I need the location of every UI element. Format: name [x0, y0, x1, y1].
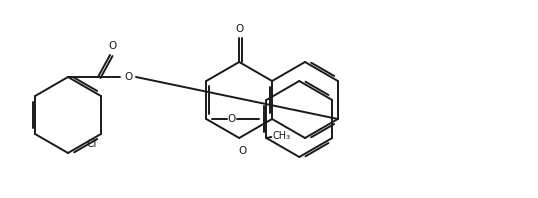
- Text: Cl: Cl: [87, 139, 97, 149]
- Text: O: O: [124, 72, 132, 82]
- Text: O: O: [238, 146, 246, 156]
- Text: O: O: [227, 114, 236, 124]
- Text: O: O: [235, 24, 243, 34]
- Text: CH₃: CH₃: [272, 131, 291, 141]
- Text: O: O: [108, 41, 116, 51]
